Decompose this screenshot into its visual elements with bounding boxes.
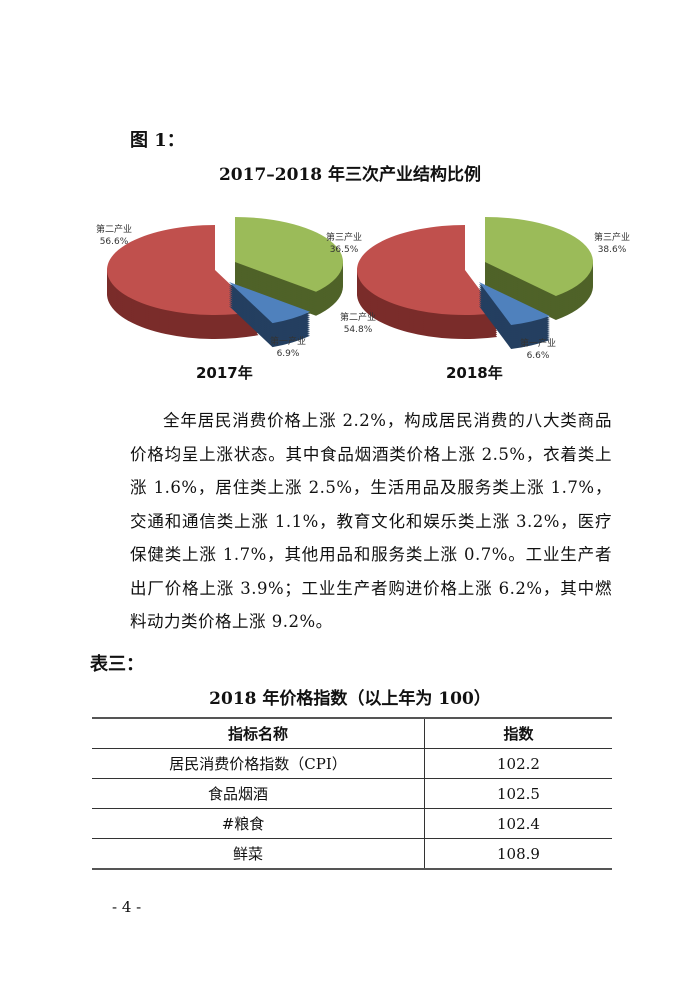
cell-value: 102.5 — [424, 778, 612, 809]
cell-name: 居民消费价格指数（CPI） — [92, 748, 425, 779]
table-row: 食品烟酒 102.5 — [92, 778, 612, 809]
table-title: 2018 年价格指数（以上年为 100） — [209, 689, 491, 709]
table-row: 鲜菜 108.9 — [92, 838, 612, 870]
figure-label: 图 1： — [130, 130, 185, 151]
table-label: 表三： — [90, 654, 144, 675]
header-indicator: 指标名称 — [92, 718, 425, 749]
cell-name: 鲜菜 — [92, 838, 425, 870]
cell-value: 102.2 — [424, 748, 612, 779]
price-index-table: 指标名称 指数 居民消费价格指数（CPI） 102.2 食品烟酒 102.5 #粮食… — [92, 717, 612, 870]
pie-0-slice-2 — [107, 225, 259, 315]
table-row: #粮食 102.4 — [92, 808, 612, 839]
pie-1-slice-1 — [479, 282, 550, 325]
cell-value: 108.9 — [424, 838, 612, 870]
pie-0-slice-1 — [229, 282, 311, 324]
table-header-row: 指标名称 指数 — [92, 718, 612, 749]
label-2018-first: 第一产业 6.6% — [520, 339, 557, 361]
pie-charts — [106, 217, 593, 349]
label-2017-third: 第三产业 36.5% — [326, 233, 363, 255]
label-2018-second: 第二产业 54.8% — [340, 313, 377, 335]
chart-title: 2017–2018 年三次产业结构比例 — [218, 165, 482, 185]
label-2017-second: 第二产业 56.6% — [96, 225, 133, 247]
pie-0-slice-0 — [235, 217, 343, 292]
pie-1-slice-2 — [357, 225, 498, 315]
cell-value: 102.4 — [424, 808, 612, 839]
pie-2018-title: 2018年 — [446, 364, 503, 382]
header-index: 指数 — [424, 718, 612, 749]
table-row: 居民消费价格指数（CPI） 102.2 — [92, 748, 612, 779]
cell-name: 食品烟酒 — [92, 778, 425, 809]
label-2018-third: 第三产业 38.6% — [594, 233, 631, 255]
cell-name: #粮食 — [92, 808, 425, 839]
body-paragraph: 全年居民消费价格上涨 2.2%，构成居民消费的八大类商品价格均呈上涨状态。其中食… — [130, 411, 612, 631]
label-2017-first: 第一产业 6.9% — [270, 337, 307, 359]
page-number: - 4 - — [112, 898, 142, 916]
pie-1-slice-0 — [485, 217, 593, 296]
pie-2017-title: 2017年 — [196, 364, 253, 382]
